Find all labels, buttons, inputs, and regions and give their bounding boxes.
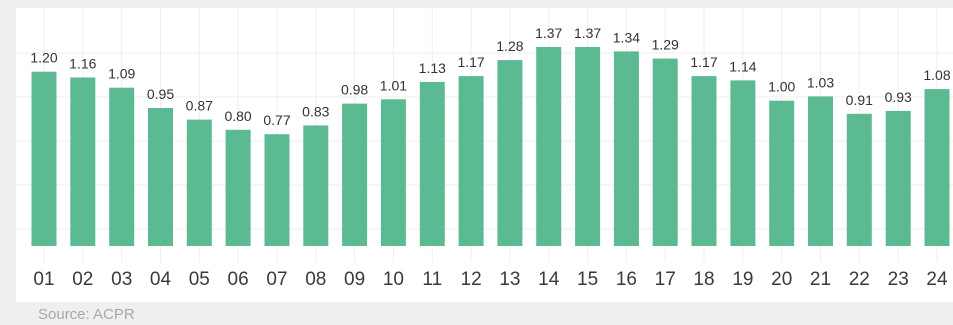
x-tick-label-18: 18: [693, 269, 714, 290]
bar-16: [613, 51, 639, 247]
x-tick-label-03: 03: [111, 269, 132, 290]
value-label-23: 0.93: [885, 89, 912, 105]
value-label-16: 1.34: [613, 29, 640, 45]
value-label-14: 1.37: [535, 25, 562, 41]
bar-21: [808, 96, 833, 247]
value-label-21: 1.03: [807, 74, 834, 90]
bar-01: [31, 71, 57, 246]
value-label-06: 0.80: [224, 108, 251, 124]
value-label-18: 1.17: [690, 54, 717, 70]
x-tick-label-15: 15: [577, 269, 598, 290]
bar-23: [885, 110, 911, 247]
bar-22: [846, 113, 872, 246]
bar-08: [303, 125, 329, 246]
value-label-15: 1.37: [574, 25, 601, 41]
x-tick-label-06: 06: [228, 269, 249, 290]
value-label-22: 0.91: [846, 92, 873, 108]
bar-19: [730, 80, 756, 247]
x-tick-label-05: 05: [189, 269, 210, 290]
x-tick-label-14: 14: [538, 269, 560, 290]
x-tick-label-04: 04: [150, 269, 172, 290]
value-label-20: 1.00: [768, 79, 795, 95]
bar-09: [342, 103, 368, 246]
bar-15: [575, 47, 601, 246]
bar-13: [497, 60, 523, 246]
value-labels-group: 1.20 1.16 1.09 0.95 0.87 0.80 0.77 0.83 0.98 1.01…: [30, 25, 950, 128]
bar-12: [458, 76, 484, 246]
value-label-02: 1.16: [69, 56, 96, 72]
bars-group: [31, 47, 950, 247]
x-tick-label-21: 21: [810, 269, 831, 290]
x-tick-label-22: 22: [849, 269, 870, 290]
bar-10: [380, 99, 406, 246]
value-label-07: 0.77: [263, 112, 290, 128]
bar-06: [225, 129, 251, 246]
x-tick-label-17: 17: [655, 269, 676, 290]
bar-17: [652, 58, 678, 246]
x-tick-label-13: 13: [499, 269, 520, 290]
value-label-10: 1.01: [380, 77, 407, 93]
x-tick-label-12: 12: [461, 269, 482, 290]
x-tick-label-11: 11: [422, 269, 442, 290]
bar-14: [536, 47, 562, 246]
x-tick-label-07: 07: [266, 269, 287, 290]
x-tick-label-23: 23: [888, 269, 909, 290]
value-label-17: 1.29: [652, 37, 679, 53]
x-tick-label-19: 19: [732, 269, 753, 290]
bar-03: [109, 87, 135, 246]
bar-11: [419, 81, 445, 247]
bar-24: [924, 89, 950, 246]
value-label-01: 1.20: [30, 50, 57, 66]
bar-02: [70, 77, 96, 246]
x-tick-label-10: 10: [383, 269, 404, 290]
x-tick-labels-group: 01 02 03 04 05 06 07 08 09 10 11 12 13 14 15 16 17 18 19 20…: [33, 269, 948, 290]
x-tick-label-16: 16: [616, 269, 637, 290]
x-tick-label-09: 09: [344, 269, 365, 290]
bar-18: [691, 76, 717, 246]
value-label-12: 1.17: [457, 54, 484, 70]
x-tick-label-01: 01: [33, 269, 54, 290]
value-label-09: 0.98: [341, 82, 368, 98]
value-label-19: 1.14: [729, 58, 756, 74]
value-label-24: 1.08: [923, 67, 950, 83]
bar-05: [186, 119, 212, 246]
bar-07: [264, 134, 290, 246]
x-tick-label-20: 20: [771, 269, 792, 290]
bar-04: [148, 108, 173, 246]
x-tick-label-24: 24: [926, 269, 948, 290]
source-note: Source: ACPR: [38, 306, 135, 323]
value-label-11: 1.13: [419, 60, 446, 76]
value-label-05: 0.87: [186, 98, 213, 114]
x-tick-label-02: 02: [72, 269, 93, 290]
value-label-03: 1.09: [108, 66, 135, 82]
x-tick-label-08: 08: [305, 269, 326, 290]
bar-20: [769, 100, 795, 246]
value-label-13: 1.28: [496, 38, 523, 54]
value-label-04: 0.95: [147, 86, 174, 102]
value-label-08: 0.83: [302, 103, 329, 119]
